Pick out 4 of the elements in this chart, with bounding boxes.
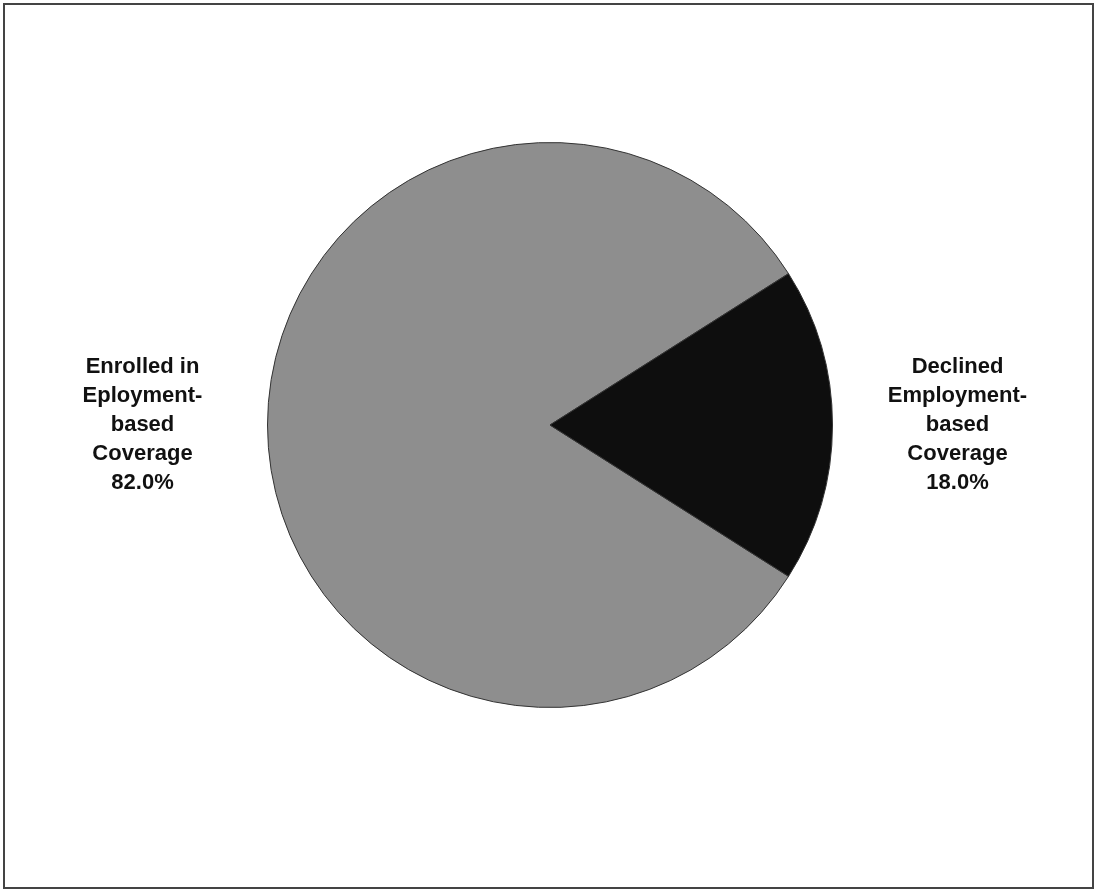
slice-label: Declined Employment-based Coverage <box>887 353 1028 466</box>
data-label: 18.0% <box>926 469 989 495</box>
slice-label: Enrolled in Eployment-based Coverage <box>82 353 203 466</box>
data-label: 82.0% <box>111 469 174 495</box>
